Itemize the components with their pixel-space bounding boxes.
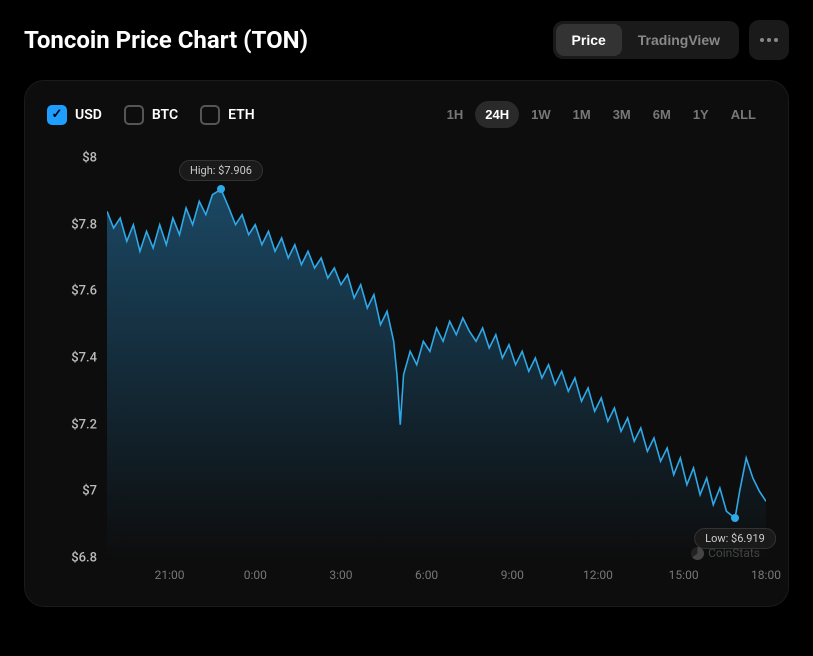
currency-btc[interactable]: BTC <box>124 105 178 125</box>
x-tick: 0:00 <box>244 568 267 582</box>
timeframe-all[interactable]: ALL <box>721 101 766 128</box>
view-tab-tradingview[interactable]: TradingView <box>622 24 736 56</box>
timeframe-24h[interactable]: 24H <box>475 101 519 128</box>
page-title: Toncoin Price Chart (TON) <box>24 26 308 54</box>
timeframe-selector: 1H24H1W1M3M6M1YALL <box>437 101 766 128</box>
x-axis: 21:000:003:006:009:0012:0015:0018:00 <box>107 568 766 588</box>
coinstats-icon <box>691 547 704 560</box>
y-axis: $6.8$7$7.2$7.4$7.6$7.8$8 <box>47 158 97 558</box>
checkbox[interactable] <box>200 105 220 125</box>
timeframe-1y[interactable]: 1Y <box>683 101 719 128</box>
high-marker <box>217 185 225 193</box>
y-tick: $7.8 <box>47 217 97 232</box>
currency-label: USD <box>75 107 102 123</box>
currency-label: BTC <box>152 107 178 123</box>
y-tick: $7.2 <box>47 417 97 432</box>
currency-usd[interactable]: USD <box>47 105 102 125</box>
y-tick: $7.4 <box>47 351 97 366</box>
y-tick: $8 <box>47 151 97 166</box>
y-tick: $7 <box>47 484 97 499</box>
more-button[interactable] <box>749 20 789 60</box>
x-tick: 3:00 <box>329 568 352 582</box>
chart-card: USD BTC ETH 1H24H1W1M3M6M1YALL $6.8 $7 $7.2 $… <box>24 80 789 607</box>
currency-selector: USD BTC ETH <box>47 105 255 125</box>
y-tick: $7.6 <box>47 284 97 299</box>
chart-area: $6.8$7$7.2$7.4$7.6$7.8$8 High: $7.906Low… <box>47 158 766 588</box>
x-tick: 15:00 <box>669 568 699 582</box>
timeframe-1m[interactable]: 1M <box>563 101 601 128</box>
low-marker <box>731 514 739 522</box>
checkbox[interactable] <box>47 105 67 125</box>
watermark-text: CoinStats <box>708 546 760 560</box>
x-tick: 9:00 <box>501 568 524 582</box>
view-toggle: PriceTradingView <box>553 21 739 59</box>
timeframe-3m[interactable]: 3M <box>603 101 641 128</box>
timeframe-1w[interactable]: 1W <box>521 101 561 128</box>
x-tick: 18:00 <box>751 568 781 582</box>
chart-plot[interactable]: High: $7.906Low: $6.919 <box>107 158 766 558</box>
watermark: CoinStats <box>691 546 760 560</box>
checkbox[interactable] <box>124 105 144 125</box>
x-tick: 21:00 <box>155 568 185 582</box>
x-tick: 6:00 <box>415 568 438 582</box>
currency-label: ETH <box>228 107 255 123</box>
timeframe-6m[interactable]: 6M <box>643 101 681 128</box>
high-badge: High: $7.906 <box>179 160 263 181</box>
currency-eth[interactable]: ETH <box>200 105 255 125</box>
y-tick: $6.8 <box>47 551 97 566</box>
view-tab-price[interactable]: Price <box>556 24 622 56</box>
timeframe-1h[interactable]: 1H <box>437 101 474 128</box>
x-tick: 12:00 <box>583 568 613 582</box>
